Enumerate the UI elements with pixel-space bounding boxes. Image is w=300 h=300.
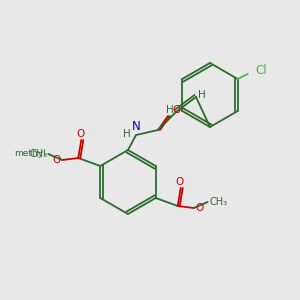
Text: O: O bbox=[196, 203, 204, 213]
Text: O: O bbox=[172, 105, 180, 115]
Text: H: H bbox=[166, 105, 174, 115]
Text: Cl: Cl bbox=[256, 64, 267, 77]
Text: H: H bbox=[198, 90, 206, 100]
Text: O: O bbox=[52, 155, 60, 165]
Text: CH₃: CH₃ bbox=[210, 197, 228, 207]
Text: methyl: methyl bbox=[14, 148, 46, 158]
Text: O: O bbox=[176, 177, 184, 187]
Text: N: N bbox=[132, 120, 140, 133]
Text: H: H bbox=[123, 129, 131, 139]
Text: CH₃: CH₃ bbox=[29, 149, 47, 159]
Text: O: O bbox=[76, 129, 84, 139]
